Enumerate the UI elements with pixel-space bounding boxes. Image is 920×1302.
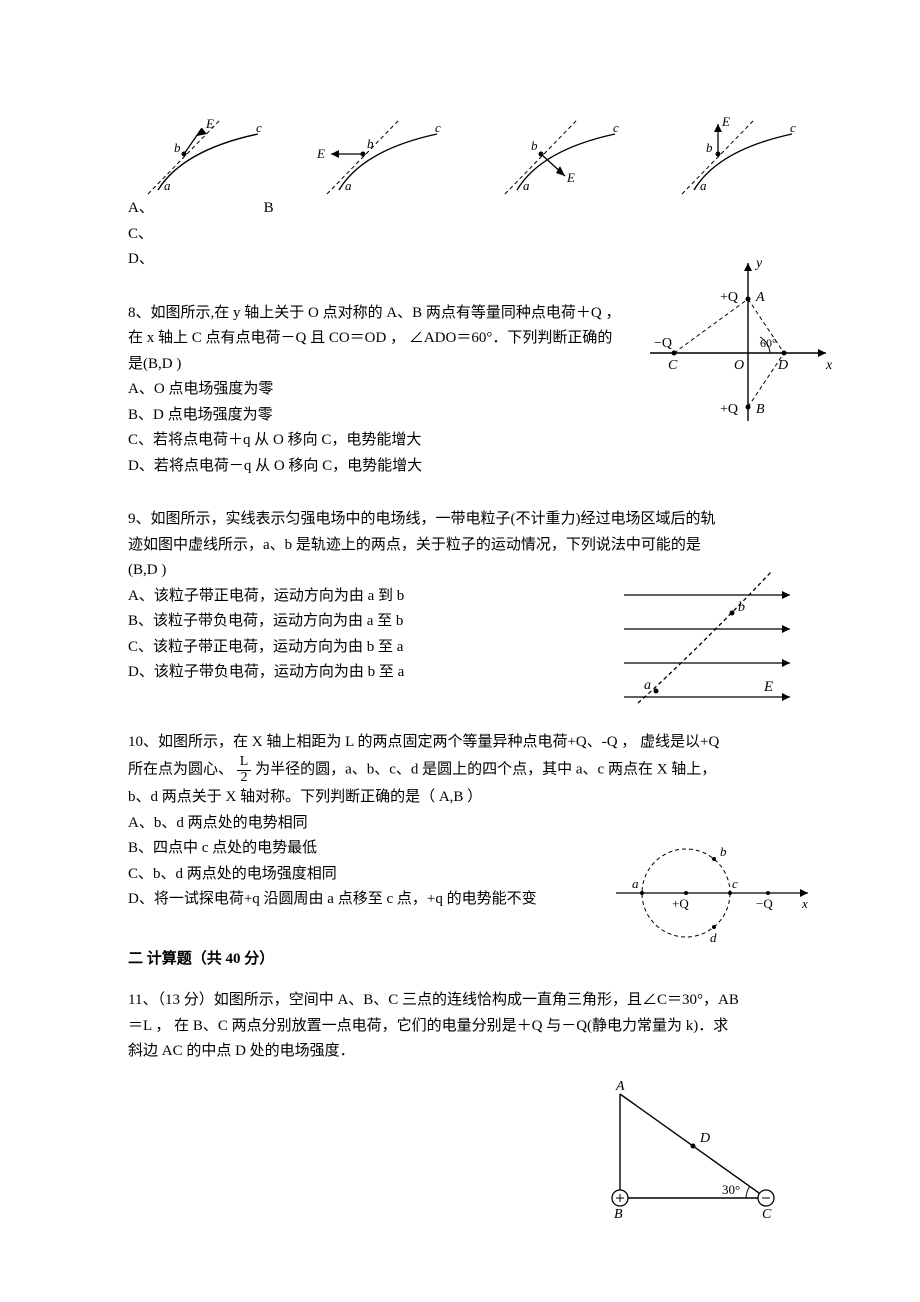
q8-label-b: B [756,402,765,417]
q7d-label-e: E [721,114,730,129]
q7b-label-c: c [435,120,441,135]
q7-label-a: A、 [128,200,154,216]
q10-stem2: 所在点为圆心、 L 2 为半径的圆，a、b、c、d 是圆上的四个点，其中 a、c… [128,755,800,785]
q8-angle: 60° [760,336,777,350]
q7-diagram-c: E b c a [483,110,623,198]
q7b-label-b: b [367,136,374,151]
q8-label-d: D [777,358,788,373]
q7d-label-a: a [700,178,707,193]
q11-angle: 30° [722,1182,740,1197]
q7c-label-a: a [523,178,530,193]
q8-label-x: x [825,358,833,373]
q9-stem1: 9、如图所示，实线表示匀强电场中的电场线，一带电粒子(不计重力)经过电场区域后的… [128,507,800,533]
q7-label-b: B [264,200,274,216]
q8-figure: 60° +Q A +Q B −Q C O D x y [630,251,840,431]
q7c-label-c: c [613,120,619,135]
q7d-label-c: c [790,120,796,135]
q8-minusQ: −Q [654,336,672,351]
q7-diagram-b: E b c a [305,110,445,198]
q10-plusQ: +Q [672,896,689,911]
q7a-label-e: E [205,116,214,131]
q7-diagram-a: E b c a [128,110,268,198]
q10-label-d: d [710,930,717,945]
q8-plusQ-a: +Q [720,290,738,305]
q10-frac-den: 2 [237,771,252,786]
q8-block: 60° +Q A +Q B −Q C O D x y 8、如图所示,在 y 轴上… [128,301,800,480]
q8-label-c: C [668,358,678,373]
q7-diagram-row: E b c a E b c a E b c a [128,110,800,198]
q10-stem1: 10、如图所示，在 X 轴上相距为 L 的两点固定两个等量异种点电荷+Q、-Q … [128,730,800,756]
q11-label-d: D [699,1131,710,1146]
q7c-label-b: b [531,138,538,153]
q11-stem1: 11、（13 分）如图所示，空间中 A、B、C 三点的连线恰构成一直角三角形，且… [128,988,800,1014]
q7c-label-e: E [566,170,575,185]
q7-option-labels: A、 B [128,196,800,222]
q10-label-x: x [801,896,808,911]
q7b-label-e: E [316,146,325,161]
page: E b c a E b c a E b c a [0,0,920,1302]
q10-label-a: a [632,876,639,891]
q9-label-e: E [763,679,773,695]
q11-label-b: B [614,1207,623,1222]
q7-label-c: C、 [128,222,800,248]
q11-block: A B C D 30° 11、（13 分）如图所示，空间中 A、B、C 三点的连… [128,988,800,1065]
q10-fraction: L 2 [237,755,252,785]
q7-diagram-d: E b c a [660,110,800,198]
q9-stem2: 迹如图中虚线所示，a、b 是轨迹上的两点，关于粒子的运动情况，下列说法中可能的是 [128,533,800,559]
q7a-label-b: b [174,140,181,155]
q10-label-c: c [732,876,738,891]
q11-figure: A B C D 30° [590,1074,790,1224]
q10-stem2a: 所在点为圆心、 [128,762,233,778]
q10-figure: a b c d +Q −Q x [608,828,818,958]
q8-label-y: y [754,256,763,271]
q8-label-a: A [755,290,765,305]
q8-opt-c: C、若将点电荷＋q 从 O 移向 C，电势能增大 [128,428,800,454]
q9-figure: a b E [614,563,804,713]
q7d-label-b: b [706,140,713,155]
q8-opt-d: D、若将点电荷－q 从 O 移向 C，电势能增大 [128,454,800,480]
q9-label-a: a [644,678,651,693]
q7a-label-a: a [164,178,171,193]
q10-label-b: b [720,844,727,859]
q10-block: a b c d +Q −Q x 10、如图所示，在 X 轴上相距为 L 的两点固… [128,730,800,913]
q10-minusQ: −Q [756,896,773,911]
q9-label-b: b [738,600,745,615]
q9-block: a b E 9、如图所示，实线表示匀强电场中的电场线，一带电粒子(不计重力)经过… [128,507,800,686]
q10-stem2b: 为半径的圆，a、b、c、d 是圆上的四个点，其中 a、c 两点在 X 轴上， [255,762,716,778]
q11-label-c: C [762,1207,772,1222]
q8-label-o: O [734,358,744,373]
q7b-label-a: a [345,178,352,193]
q8-plusQ-b: +Q [720,402,738,417]
q10-frac-num: L [237,755,252,771]
q11-label-a: A [615,1079,625,1094]
q11-stem2: ＝L ， 在 B、C 两点分别放置一点电荷，它们的电量分别是＋Q 与－Q(静电力… [128,1014,800,1040]
q7a-label-c: c [256,120,262,135]
q11-stem3: 斜边 AC 的中点 D 处的电场强度． [128,1039,800,1065]
q10-stem3: b、d 两点关于 X 轴对称。下列判断正确的是（ A,B ） [128,785,800,811]
